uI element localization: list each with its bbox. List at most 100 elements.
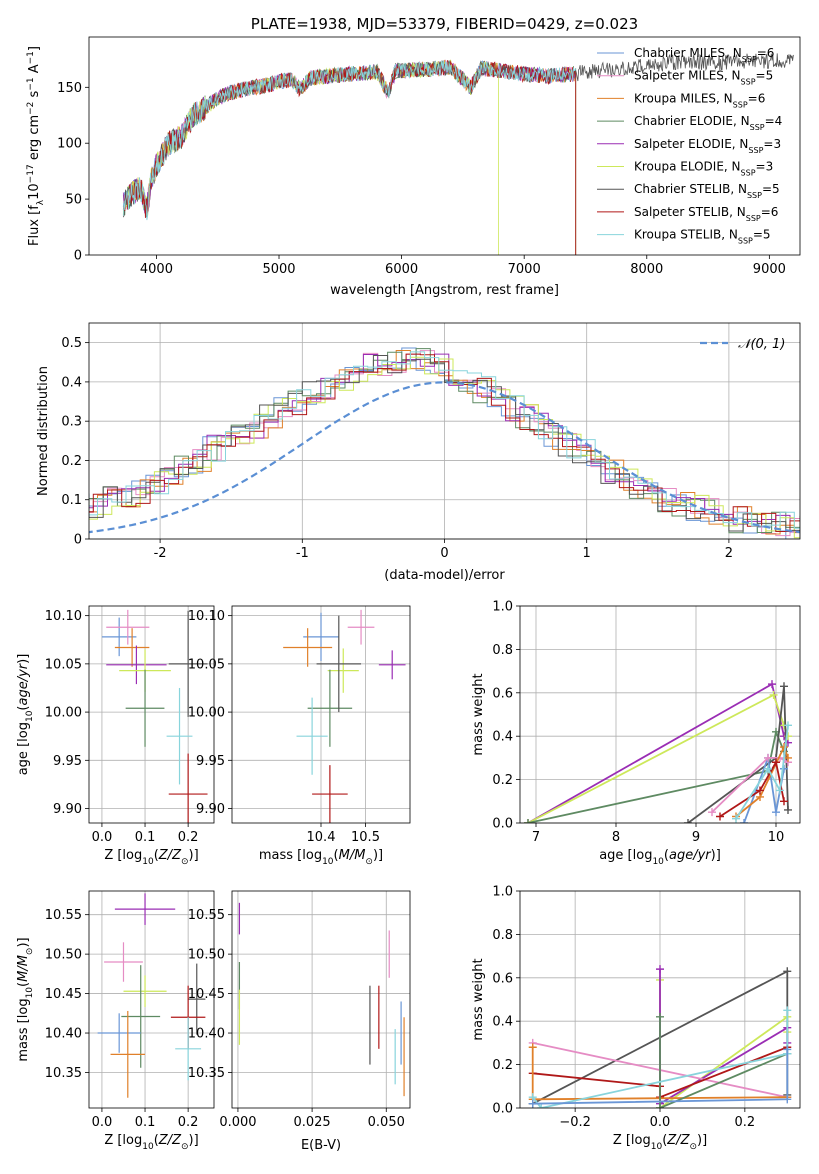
y-tick-label: 10.35 xyxy=(45,1066,82,1081)
x-tick-label: 8 xyxy=(612,830,620,845)
weight-marker xyxy=(524,819,532,823)
x-tick-label: 0.0 xyxy=(92,830,113,845)
weight-marker xyxy=(784,753,792,762)
y-tick-label: 1.0 xyxy=(492,885,513,900)
weight-line xyxy=(527,693,789,823)
weight-marker xyxy=(776,786,784,795)
weight-marker xyxy=(740,819,748,823)
x-tick-label: 0.050 xyxy=(368,1115,405,1130)
histogram-step xyxy=(89,353,800,532)
x-tick-label: 7000 xyxy=(508,262,541,277)
weight-marker xyxy=(780,764,788,773)
weight-marker xyxy=(764,764,772,773)
plot-area xyxy=(524,680,792,823)
weight-marker xyxy=(684,819,692,823)
spectrum-line xyxy=(122,59,577,255)
x-tick-label: 0.000 xyxy=(219,1115,256,1130)
y-tick-label: 0.8 xyxy=(492,928,513,943)
y-tick-label: 10.05 xyxy=(188,657,225,672)
y-tick-label: 10.45 xyxy=(188,987,225,1002)
weight-marker xyxy=(768,680,776,689)
y-tick-label: 0.2 xyxy=(492,1058,513,1073)
axes-frame xyxy=(88,605,215,824)
histogram-step xyxy=(89,351,800,529)
y-tick-label: 9.90 xyxy=(53,802,82,817)
weight-line xyxy=(719,759,785,818)
spectrum-line xyxy=(122,60,576,220)
y-tick-label: 9.90 xyxy=(196,802,225,817)
x-tick-label: 0.1 xyxy=(135,830,156,845)
weight-line xyxy=(735,725,789,820)
weight-marker xyxy=(784,805,792,814)
y-tick-label: 10.55 xyxy=(45,908,82,923)
y-tick-label: 10.35 xyxy=(188,1066,225,1081)
plot-area xyxy=(97,893,206,1098)
y-tick-label: 10.10 xyxy=(45,609,82,624)
weight-marker xyxy=(528,1043,537,1052)
x-tick-label: 5000 xyxy=(262,262,295,277)
legend-label: Salpeter STELIB, NSSP=6 xyxy=(634,205,778,223)
y-tick-label: 9.95 xyxy=(196,754,225,769)
y-tick-label: 0.4 xyxy=(61,375,82,390)
x-axis-label: Z [log10(Z/Z⊙)] xyxy=(104,848,198,867)
weight-marker xyxy=(764,753,772,762)
x-tick-label: -1 xyxy=(296,546,309,561)
y-tick-label: 150 xyxy=(57,81,82,96)
weight-marker xyxy=(656,1104,664,1108)
weight-marker xyxy=(780,797,788,806)
chart-title: PLATE=1938, MJD=53379, FIBERID=0429, z=0… xyxy=(251,15,638,33)
weight-marker xyxy=(656,965,664,974)
x-tick-label: 9000 xyxy=(753,262,786,277)
x-tick-label: 10.5 xyxy=(351,830,380,845)
y-tick-label: 10.00 xyxy=(188,706,225,721)
x-axis-label: age [log10(age/yr)] xyxy=(599,848,721,867)
weight-line xyxy=(531,1010,789,1108)
x-axis-label: mass [log10(M/M⊙)] xyxy=(259,848,383,867)
plot-area xyxy=(101,609,208,823)
x-axis-label: Z [log10(Z/Z⊙)] xyxy=(613,1133,707,1152)
weight-marker xyxy=(528,1099,537,1108)
histogram-step xyxy=(89,355,800,538)
weight-line xyxy=(687,686,789,823)
y-axis-label: Flux [fλ10−17 erg cm−2 s−1 A−1] xyxy=(26,46,46,246)
y-tick-label: 10.55 xyxy=(188,908,225,923)
weight-marker xyxy=(769,690,778,699)
y-tick-label: 0.0 xyxy=(492,817,513,832)
y-tick-label: 0.2 xyxy=(61,454,82,469)
legend-label: Salpeter ELODIE, NSSP=3 xyxy=(634,137,781,155)
y-tick-label: 0.6 xyxy=(492,686,513,701)
y-tick-label: 10.50 xyxy=(45,948,82,963)
plot-mass_vs_Z: 0.0 0.1 0.2 10.35 10.40 10.45 10.50 10.55 xyxy=(45,890,215,1130)
x-axis-label: Z [log10(Z/Z⊙)] xyxy=(104,1133,198,1152)
plot-area xyxy=(238,902,405,1097)
y-tick-label: 0 xyxy=(74,249,82,264)
axes-frame xyxy=(88,890,215,1109)
y-tick-label: 10.40 xyxy=(188,1027,225,1042)
plot-area xyxy=(89,347,800,539)
legend-label: Salpeter MILES, NSSP=5 xyxy=(634,69,773,87)
y-tick-label: 50 xyxy=(65,193,82,208)
y-axis-label: Normed distribution xyxy=(36,366,51,496)
legend-label: Chabrier STELIB, NSSP=5 xyxy=(634,182,780,200)
weight-marker xyxy=(783,1006,792,1015)
plot-area xyxy=(528,965,792,1108)
plot-mass_vs_EBV: 0.000 0.025 0.050 10.35 10.40 10.45 10.50 10.55 xyxy=(188,890,411,1130)
x-tick-label: 6000 xyxy=(385,262,418,277)
weight-line xyxy=(735,744,789,818)
y-tick-label: 0.1 xyxy=(61,493,82,508)
weight-marker xyxy=(716,812,724,821)
axes-frame xyxy=(231,890,411,1109)
y-tick-label: 100 xyxy=(57,137,82,152)
weight-marker xyxy=(783,1095,792,1104)
weight-marker xyxy=(780,743,788,752)
weight-marker xyxy=(537,1104,546,1108)
y-tick-label: 0.5 xyxy=(61,336,82,351)
weight-line xyxy=(527,728,785,823)
x-tick-label: 0.025 xyxy=(293,1115,330,1130)
x-axis-label: E(B-V) xyxy=(301,1138,341,1153)
weight-marker xyxy=(780,682,788,691)
y-tick-label: 10.05 xyxy=(45,657,82,672)
weight-marker xyxy=(772,758,780,767)
y-tick-label: 0.4 xyxy=(492,730,513,745)
